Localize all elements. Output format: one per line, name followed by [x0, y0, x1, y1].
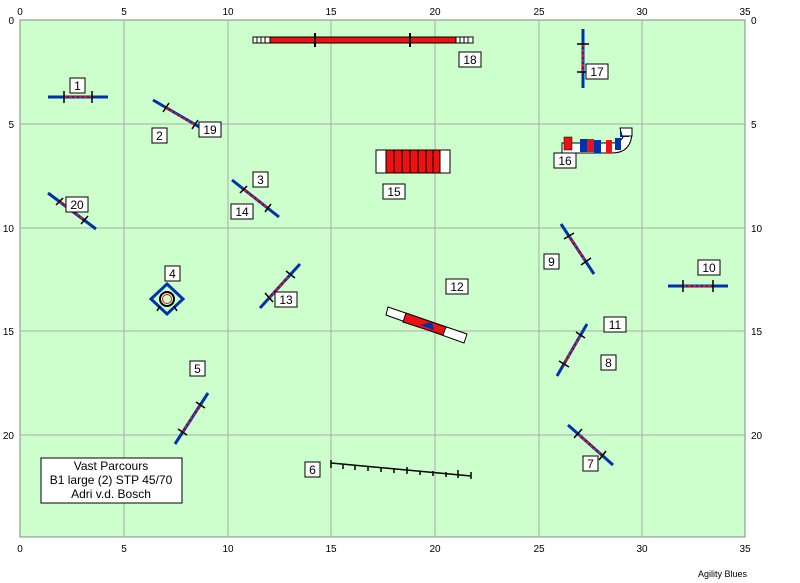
number-text: 6 — [309, 463, 316, 477]
tick-label: 0 — [751, 16, 757, 27]
number-label-3: 3 — [252, 171, 269, 188]
tick-label: 20 — [429, 7, 441, 18]
course-field — [19, 19, 746, 538]
number-label-6: 6 — [304, 461, 321, 478]
number-text: 11 — [609, 318, 622, 332]
jump-obstacle — [258, 262, 302, 310]
tick-label: 5 — [121, 7, 127, 18]
footer-credit: Agility Blues — [698, 569, 748, 579]
number-text: 19 — [203, 123, 217, 137]
jump-obstacle — [48, 91, 108, 103]
number-text: 5 — [194, 362, 201, 376]
curved-tunnel-obstacle — [561, 127, 633, 154]
number-text: 20 — [70, 198, 84, 212]
number-text: 14 — [235, 205, 249, 219]
number-label-18: 18 — [458, 51, 482, 68]
top-axis: 0 5 10 15 20 25 30 35 — [17, 7, 751, 18]
number-text: 13 — [279, 293, 293, 307]
tick-label: 30 — [636, 544, 648, 555]
number-text: 17 — [590, 65, 604, 79]
tick-label: 10 — [3, 224, 15, 235]
number-text: 4 — [169, 267, 176, 281]
tick-label: 0 — [17, 544, 23, 555]
course-judge: Adri v.d. Bosch — [71, 487, 151, 501]
tick-label: 0 — [17, 7, 23, 18]
course-class: B1 large (2) STP 45/70 — [50, 473, 173, 487]
obstacle-numbers: 1 2 3 4 5 6 7 8 — [65, 51, 721, 478]
tick-label: 20 — [751, 431, 763, 442]
number-label-5: 5 — [189, 360, 206, 377]
tunnel-obstacle — [375, 149, 451, 174]
number-label-13: 13 — [274, 291, 298, 308]
jump-obstacle — [559, 223, 596, 275]
jump-obstacle — [668, 280, 728, 292]
bottom-axis: 0 5 10 15 20 25 30 35 — [17, 544, 751, 555]
tick-label: 15 — [325, 7, 337, 18]
number-label-17: 17 — [585, 63, 609, 80]
tick-label: 20 — [3, 431, 15, 442]
number-label-4: 4 — [164, 265, 181, 282]
number-text: 12 — [450, 280, 464, 294]
number-text: 3 — [257, 173, 264, 187]
number-label-8: 8 — [600, 354, 617, 371]
number-text: 18 — [463, 53, 477, 67]
tick-label: 35 — [739, 544, 751, 555]
number-text: 2 — [156, 129, 163, 143]
number-text: 16 — [558, 154, 572, 168]
tick-label: 0 — [8, 16, 14, 27]
number-text: 10 — [702, 261, 716, 275]
tick-label: 25 — [533, 7, 545, 18]
tick-label: 30 — [636, 7, 648, 18]
course-name: Vast Parcours — [74, 459, 148, 473]
number-label-12: 12 — [445, 278, 469, 295]
tick-label: 10 — [222, 544, 234, 555]
tire-obstacle — [148, 281, 186, 317]
number-label-19: 19 — [198, 121, 222, 138]
tick-label: 15 — [751, 327, 763, 338]
jump-obstacle — [173, 392, 210, 445]
tick-label: 25 — [533, 544, 545, 555]
number-label-7: 7 — [582, 455, 599, 472]
number-label-2: 2 — [151, 127, 168, 144]
number-text: 7 — [587, 457, 594, 471]
number-text: 1 — [74, 79, 81, 93]
tick-label: 10 — [751, 224, 763, 235]
tick-label: 5 — [751, 120, 757, 131]
jump-obstacle — [555, 323, 589, 377]
jump-obstacle — [567, 423, 614, 467]
jump-obstacle — [231, 178, 280, 219]
tick-label: 35 — [739, 7, 751, 18]
tick-label: 15 — [3, 327, 15, 338]
number-label-20: 20 — [65, 196, 89, 213]
number-text: 9 — [548, 255, 555, 269]
grid — [20, 20, 745, 537]
number-label-14: 14 — [230, 203, 254, 220]
number-label-11: 11 — [603, 316, 627, 333]
weave-poles-obstacle — [330, 460, 472, 479]
number-text: 8 — [605, 356, 612, 370]
number-text: 15 — [387, 185, 401, 199]
tick-label: 10 — [222, 7, 234, 18]
seesaw-obstacle — [385, 306, 468, 344]
course-info-box: Vast Parcours B1 large (2) STP 45/70 Adr… — [40, 457, 183, 504]
number-label-15: 15 — [382, 183, 406, 200]
tick-label: 5 — [121, 544, 127, 555]
dogwalk-obstacle — [252, 33, 474, 47]
number-label-1: 1 — [69, 77, 86, 94]
left-axis: 0 5 10 15 20 — [3, 16, 15, 442]
tick-label: 5 — [8, 120, 14, 131]
number-label-16: 16 — [553, 152, 577, 169]
number-label-10: 10 — [697, 259, 721, 276]
right-axis: 0 5 10 15 20 — [751, 16, 763, 442]
tick-label: 20 — [429, 544, 441, 555]
tick-label: 15 — [325, 544, 337, 555]
number-label-9: 9 — [543, 253, 560, 270]
